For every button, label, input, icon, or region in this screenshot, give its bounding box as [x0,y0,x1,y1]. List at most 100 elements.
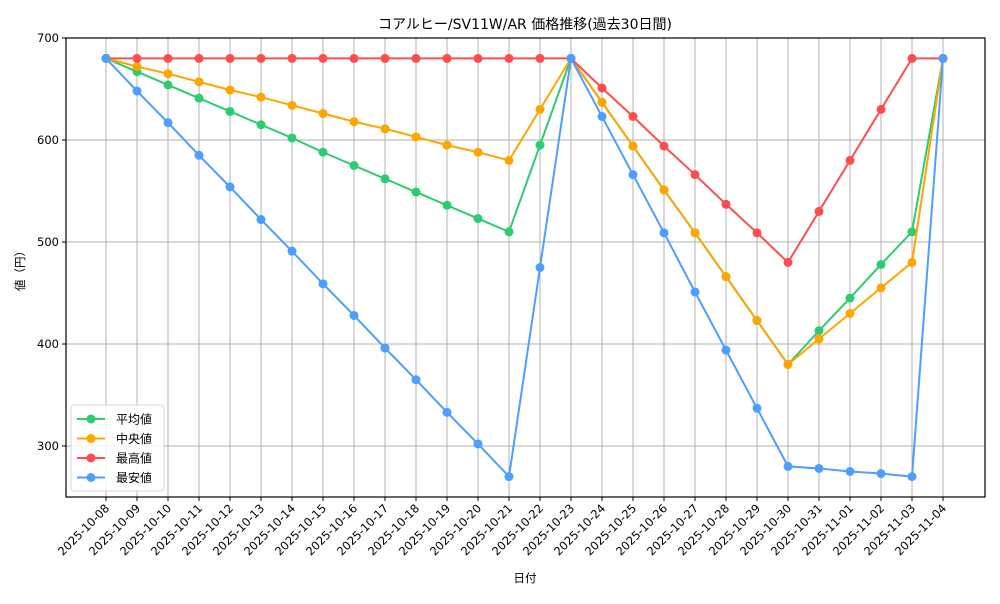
data-point [380,53,390,63]
series-line [105,55,944,479]
data-point [907,227,917,237]
data-point [814,326,824,336]
data-point [256,53,266,63]
data-point [876,104,886,114]
data-point [380,174,390,184]
data-point [473,147,483,157]
data-point [597,112,607,122]
data-point [535,263,545,272]
data-point [721,345,731,355]
data-point [504,472,514,482]
series-3 [101,53,948,482]
data-point [163,69,173,79]
data-point [752,403,762,413]
y-axis-label: 値（円） [13,245,27,291]
data-point [814,206,824,216]
y-tick-label: 400 [37,337,59,351]
legend-marker-icon [86,434,96,443]
data-point [690,228,700,238]
legend-label: 平均値 [116,412,152,427]
data-point [876,469,886,479]
data-point [194,77,204,87]
data-point [473,53,483,63]
data-point [442,407,452,417]
data-point [907,53,917,63]
data-point [504,53,514,63]
data-point [225,53,235,63]
series-line [105,56,944,366]
data-point [287,133,297,143]
data-point [318,53,328,63]
data-point [318,108,328,118]
data-point [349,117,359,127]
data-point [535,104,545,114]
data-point [349,161,359,170]
data-point [287,100,297,110]
data-point [721,199,731,209]
data-point [814,334,824,344]
y-tick-label: 600 [37,133,59,147]
data-point [411,132,421,142]
data-point [845,467,855,476]
data-point [752,228,762,238]
legend-label: 中央値 [116,431,152,446]
legend-marker-icon [86,473,96,482]
data-point [411,53,421,63]
data-point [442,53,452,63]
data-point [442,200,452,210]
series-1 [101,53,948,369]
data-point [535,140,545,150]
data-point [504,227,514,237]
data-point [752,316,762,326]
y-tick-label: 700 [37,31,59,45]
data-point [380,343,390,353]
data-point [225,85,235,95]
grid-lines [66,37,985,497]
legend-marker-icon [86,453,96,463]
data-point [380,124,390,134]
data-point [504,155,514,165]
data-point [256,215,266,225]
legend-label: 最安値 [116,470,152,485]
data-point [783,359,793,369]
data-point [628,170,638,180]
data-point [163,118,173,128]
data-point [349,53,359,63]
y-tick-label: 500 [37,235,59,249]
data-point [473,439,483,449]
data-point [318,279,328,289]
data-point [411,375,421,385]
data-point [907,257,917,267]
data-point [690,170,700,180]
data-point [783,461,793,471]
data-point [287,246,297,256]
data-point [845,308,855,318]
data-point [845,155,855,165]
data-point [876,259,886,269]
data-point [225,182,235,192]
data-point [194,53,204,63]
data-point [194,150,204,160]
y-tick-label: 300 [37,439,59,453]
data-point [659,185,669,195]
data-point [814,463,824,473]
data-point [721,272,731,282]
data-point [628,141,638,151]
data-point [535,53,545,63]
data-point [597,83,607,93]
legend-box [70,404,165,492]
series-line [105,56,944,366]
data-point [256,120,266,130]
data-point [163,53,173,63]
data-point [349,310,359,320]
legend-label: 最高値 [116,451,152,466]
y-axis-ticks: 300 400 500 600 700 [37,31,66,453]
data-point [566,53,576,63]
data-point [442,140,452,150]
data-point [690,287,700,297]
data-point [101,53,111,63]
data-point [411,187,421,197]
chart-title: コアルヒー/SV11W/AR 価格推移(過去30日間) [378,17,672,33]
